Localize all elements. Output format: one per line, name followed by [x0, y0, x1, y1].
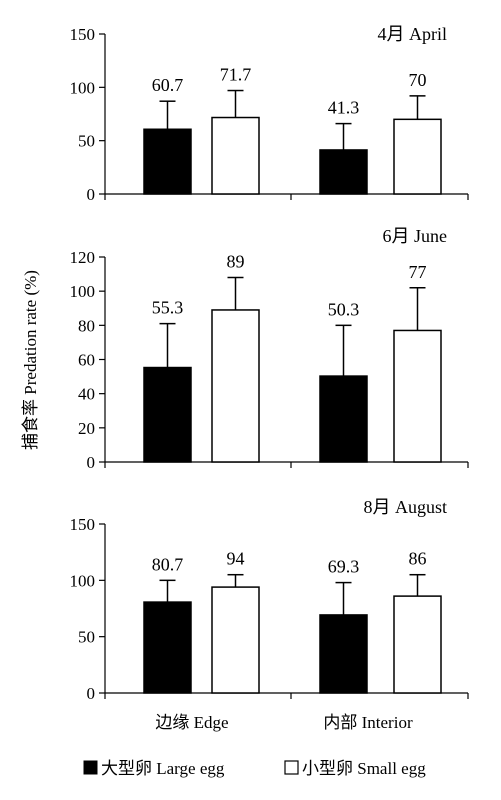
- data-label: 60.7: [152, 75, 184, 95]
- x-category-label-interior: 内部 Interior: [323, 713, 413, 732]
- data-label: 89: [227, 252, 245, 272]
- bar-small-egg: [211, 309, 260, 463]
- bar-small-egg: [211, 586, 260, 694]
- panel-title: 8月 August: [363, 497, 447, 517]
- panel-1: 0 50 100 150 4月 April 60.7 71.7 41.3 70: [70, 24, 469, 204]
- legend: 大型卵 Large egg 小型卵 Small egg: [83, 759, 426, 778]
- legend-label-large-egg: 大型卵 Large egg: [101, 759, 225, 778]
- bar-large-egg: [143, 366, 192, 463]
- y-tick-label: 150: [70, 25, 96, 44]
- y-tick-label: 150: [70, 515, 96, 534]
- y-tick-label: 60: [78, 351, 95, 370]
- data-label: 70: [409, 70, 427, 90]
- data-label: 41.3: [328, 98, 360, 118]
- data-label: 69.3: [328, 557, 360, 577]
- data-label: 55.3: [152, 298, 184, 318]
- x-category-label-edge: 边缘 Edge: [155, 713, 228, 732]
- panel-title: 6月 June: [383, 226, 448, 246]
- legend-label-small-egg: 小型卵 Small egg: [302, 759, 426, 778]
- y-tick-label: 20: [78, 419, 95, 438]
- chart-panels: 0 50 100 150 4月 April 60.7 71.7 41.3 70 0 20 40 60 80…: [70, 24, 469, 703]
- panel-title: 4月 April: [378, 24, 448, 44]
- data-label: 50.3: [328, 299, 360, 319]
- bar-small-egg: [393, 118, 442, 195]
- data-label: 77: [409, 262, 427, 282]
- y-tick-label: 0: [87, 185, 96, 204]
- bar-small-egg: [393, 595, 442, 694]
- bar-large-egg: [319, 614, 368, 694]
- panel-2: 0 20 40 60 80 100 120 6月 June 55.3 89 50.3 77: [70, 226, 469, 472]
- panel-3: 0 50 100 150 8月 August 80.7 94 69.3 86: [70, 497, 469, 703]
- y-tick-label: 80: [78, 316, 95, 335]
- y-axis-label: 捕食率 Predation rate (%): [21, 270, 40, 450]
- y-tick-label: 0: [87, 684, 96, 703]
- data-label: 80.7: [152, 554, 184, 574]
- y-tick-label: 50: [78, 628, 95, 647]
- y-tick-label: 50: [78, 132, 95, 151]
- legend-swatch-large-egg: [83, 760, 98, 775]
- bar-small-egg: [393, 329, 442, 463]
- bar-large-egg: [319, 375, 368, 463]
- bar-large-egg: [143, 128, 192, 195]
- legend-swatch-small-egg: [284, 760, 299, 775]
- data-label: 71.7: [220, 65, 252, 85]
- bar-large-egg: [319, 149, 368, 195]
- y-tick-label: 120: [70, 248, 96, 267]
- y-tick-label: 100: [70, 78, 96, 97]
- bar-large-egg: [143, 601, 192, 694]
- data-label: 86: [409, 549, 427, 569]
- data-label: 94: [227, 549, 245, 569]
- y-tick-label: 0: [87, 453, 96, 472]
- bar-small-egg: [211, 116, 260, 195]
- y-tick-label: 40: [78, 385, 95, 404]
- y-tick-label: 100: [70, 282, 96, 301]
- y-tick-label: 100: [70, 571, 96, 590]
